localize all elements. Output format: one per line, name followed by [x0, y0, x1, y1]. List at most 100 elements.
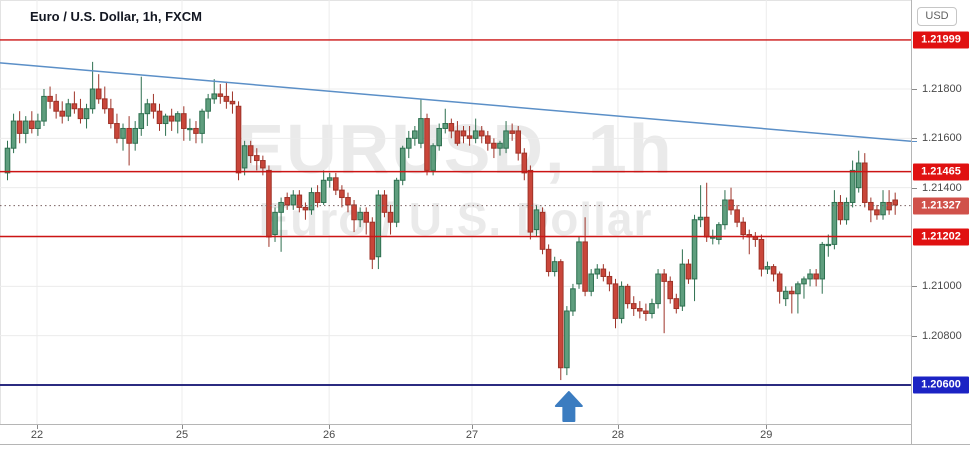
candlestick	[393, 177, 400, 228]
candlestick	[661, 269, 667, 334]
candlestick	[308, 187, 315, 215]
candlestick	[819, 241, 826, 294]
candlestick	[10, 113, 17, 154]
time-tick	[472, 425, 473, 429]
price-tick	[912, 286, 917, 288]
price-axis-label: 1.21600	[922, 132, 962, 145]
candlestick	[424, 113, 430, 176]
candlestick	[47, 86, 53, 109]
candlestick	[557, 259, 564, 381]
candlestick	[673, 293, 680, 314]
candlestick	[193, 121, 199, 144]
time-tick	[181, 425, 183, 429]
candlestick	[363, 207, 370, 235]
candlestick	[314, 185, 321, 208]
candlestick-chart[interactable]	[0, 0, 911, 424]
candlestick	[333, 172, 339, 196]
candlestick	[892, 192, 898, 215]
candlestick	[95, 74, 102, 104]
candlestick	[253, 148, 260, 171]
candlestick	[29, 111, 35, 134]
price-tick	[912, 187, 917, 189]
candlestick	[53, 93, 59, 119]
candlestick	[691, 214, 698, 302]
chart-pane[interactable]: EURUSD, 1h Euro / U.S. Dollar Euro / U.S…	[0, 0, 911, 424]
candlestick	[168, 108, 175, 131]
price-tick	[912, 89, 917, 90]
candlestick	[564, 306, 570, 376]
candlestick	[521, 148, 528, 181]
time-axis-label: 22	[30, 429, 44, 441]
candlestick	[813, 269, 819, 287]
candlestick	[132, 121, 138, 151]
price-tick	[912, 335, 917, 337]
candlestick	[868, 197, 874, 223]
candlestick	[418, 98, 424, 149]
candlestick	[381, 190, 388, 218]
trendline[interactable]	[0, 62, 911, 143]
candlestick	[35, 113, 41, 136]
candlestick	[65, 98, 72, 122]
candlestick	[472, 118, 479, 144]
candlestick	[120, 123, 126, 151]
candlestick	[624, 283, 631, 309]
candlestick	[101, 86, 108, 114]
candlestick	[387, 204, 394, 235]
horizontal-level-lines[interactable]	[0, 39, 911, 387]
candlestick	[187, 118, 193, 141]
candlestick	[533, 204, 540, 238]
candlestick	[485, 130, 491, 151]
candlestick	[643, 303, 649, 321]
candlestick	[570, 283, 576, 316]
up-arrow-marker[interactable]	[554, 391, 583, 422]
candlestick	[144, 98, 151, 127]
level-price-badge: 1.21465	[913, 163, 969, 181]
candlestick	[89, 61, 96, 114]
candlestick	[150, 93, 157, 119]
candlestick	[71, 91, 78, 114]
candlestick	[16, 111, 23, 144]
candlestick	[831, 190, 838, 250]
candlestick	[59, 101, 66, 124]
candlestick	[649, 298, 655, 319]
candlestick	[874, 204, 880, 220]
candlestick	[108, 98, 114, 129]
candlestick	[296, 190, 303, 213]
candlestick	[630, 296, 637, 316]
candlestick	[655, 269, 661, 309]
time-axis-label: 26	[323, 429, 336, 441]
candlestick	[740, 217, 746, 240]
candlestick	[746, 229, 753, 255]
candlestick	[667, 276, 674, 304]
time-tick	[329, 425, 331, 429]
candlestick	[460, 126, 467, 144]
candlestick	[764, 261, 771, 275]
candlestick	[205, 93, 211, 119]
candlestick	[582, 217, 588, 297]
candlestick	[405, 130, 412, 159]
time-axis[interactable]: 22 25 26 27 28 29	[0, 424, 911, 445]
candlestick	[156, 103, 163, 131]
price-axis[interactable]: USD 1.21800 1.21600 1.21400 1.21000 1.20800 1…	[911, 0, 970, 444]
candlestick	[199, 108, 205, 144]
candlestick	[886, 190, 892, 215]
candlestick	[229, 91, 236, 114]
currency-toggle-button[interactable]: USD	[917, 7, 957, 26]
candlestick	[436, 123, 442, 151]
candlestick	[618, 281, 625, 324]
candlestick	[369, 217, 376, 270]
candlestick	[223, 81, 230, 109]
candlestick	[752, 232, 759, 247]
candlestick	[399, 145, 406, 186]
candlestick	[861, 153, 868, 208]
candlestick	[22, 116, 29, 144]
candlestick	[211, 79, 218, 104]
candlestick	[782, 286, 789, 307]
candlestick	[880, 190, 886, 220]
time-tick	[766, 425, 768, 429]
candlestick	[576, 237, 582, 289]
candlestick	[326, 172, 333, 188]
candlestick	[260, 155, 266, 176]
trendline-axis-tick	[912, 141, 917, 143]
candlestick	[41, 89, 47, 127]
